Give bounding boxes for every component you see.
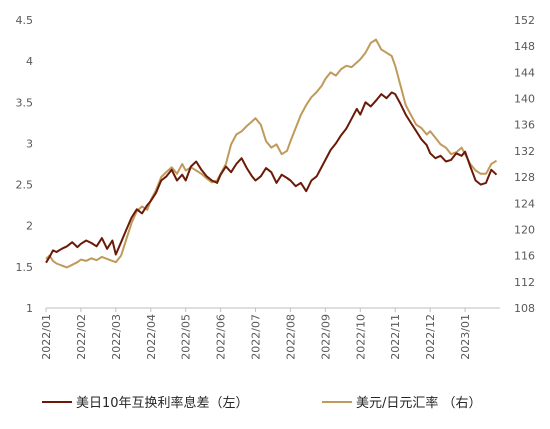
x-tick-label: 2022/04 <box>145 314 158 360</box>
legend: 美日10年互换利率息差（左） 美元/日元汇率 （右） <box>42 395 482 411</box>
left-y-axis-ticks: 1 1.5 2 2.5 3 3.5 4 4.5 <box>16 14 34 315</box>
left-y-tick-label: 1 <box>26 302 33 315</box>
right-y-tick-label: 148 <box>514 40 535 53</box>
series-layer <box>45 38 498 269</box>
x-tick-label: 2022/12 <box>424 314 437 360</box>
legend-label-rate-spread: 美日10年互换利率息差（左） <box>76 395 249 411</box>
right-y-tick-label: 140 <box>514 93 535 106</box>
left-y-tick-label: 1.5 <box>16 261 34 274</box>
right-y-axis-ticks: 108 112 116 120 124 128 132 136 140 144 148 152 <box>514 14 535 315</box>
right-y-tick-label: 152 <box>514 14 535 27</box>
x-tick-label: 2022/07 <box>250 314 263 360</box>
x-tick-label: 2022/10 <box>354 314 367 360</box>
left-y-tick-label: 4.5 <box>16 14 34 27</box>
right-y-tick-label: 120 <box>514 223 535 236</box>
left-y-tick-label: 4 <box>26 55 33 68</box>
left-y-tick-label: 3 <box>26 137 33 150</box>
right-y-tick-label: 128 <box>514 171 535 184</box>
x-tick-label: 2022/03 <box>110 314 123 360</box>
right-y-tick-label: 108 <box>514 302 535 315</box>
x-tick-label: 2022/06 <box>215 314 228 360</box>
left-y-tick-label: 2 <box>26 220 33 233</box>
right-y-tick-label: 144 <box>514 66 535 79</box>
x-axis-ticks: 2022/01 2022/02 2022/03 2022/04 2022/05 2022/… <box>40 308 472 360</box>
x-tick-label: 2023/01 <box>459 314 472 360</box>
right-y-tick-label: 124 <box>514 197 535 210</box>
series-line-usdjpy <box>45 38 498 269</box>
series-line-rate-spread <box>45 91 498 264</box>
left-y-tick-label: 2.5 <box>16 179 34 192</box>
right-y-tick-label: 136 <box>514 119 535 132</box>
x-tick-label: 2022/01 <box>40 314 53 360</box>
x-tick-label: 2022/08 <box>284 314 297 360</box>
plot-area: 2022/01 2022/02 2022/03 2022/04 2022/05 2022/… <box>16 14 536 360</box>
x-tick-label: 2022/09 <box>319 314 332 360</box>
x-tick-label: 2022/02 <box>75 314 88 360</box>
right-y-tick-label: 112 <box>514 276 535 289</box>
x-tick-label: 2022/11 <box>389 314 402 360</box>
right-y-tick-label: 116 <box>514 250 535 263</box>
x-tick-label: 2022/05 <box>180 314 193 360</box>
legend-label-usdjpy: 美元/日元汇率 （右） <box>356 395 482 411</box>
left-y-tick-label: 3.5 <box>16 96 34 109</box>
right-y-tick-label: 132 <box>514 145 535 158</box>
